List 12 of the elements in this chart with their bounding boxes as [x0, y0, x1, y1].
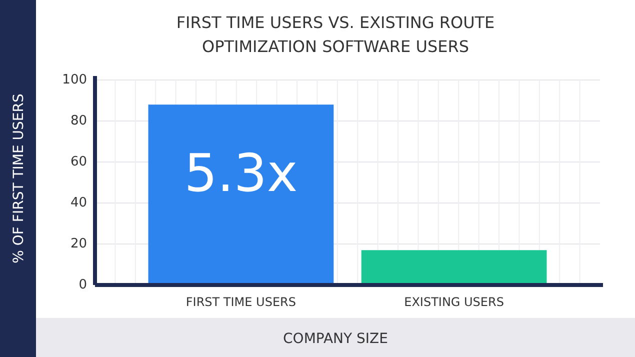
- y-tick-label: 20: [70, 236, 87, 252]
- y-tick-label: 0: [78, 278, 87, 293]
- x-tick-label: FIRST TIME USERS: [186, 295, 296, 309]
- y-tick-label: 100: [62, 72, 87, 88]
- y-tick-label: 40: [70, 196, 87, 211]
- x-tick-label: EXISTING USERS: [404, 295, 504, 309]
- y-axis-title: % OF FIRST TIME USERS: [11, 94, 27, 264]
- chart-title: FIRST TIME USERS VS. EXISTING ROUTE OPTIMIZATION SOFTWARE USERS: [176, 13, 495, 56]
- y-tick-label: 80: [70, 114, 87, 129]
- annotation: 5.3x: [184, 144, 298, 204]
- y-tick-label: 60: [70, 154, 87, 170]
- x-axis-title: COMPANY SIZE: [283, 331, 388, 347]
